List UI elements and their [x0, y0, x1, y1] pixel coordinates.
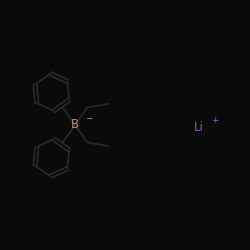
- Text: Li: Li: [194, 121, 204, 134]
- Text: B: B: [71, 118, 79, 132]
- Text: +: +: [211, 116, 218, 125]
- Text: −: −: [86, 114, 93, 122]
